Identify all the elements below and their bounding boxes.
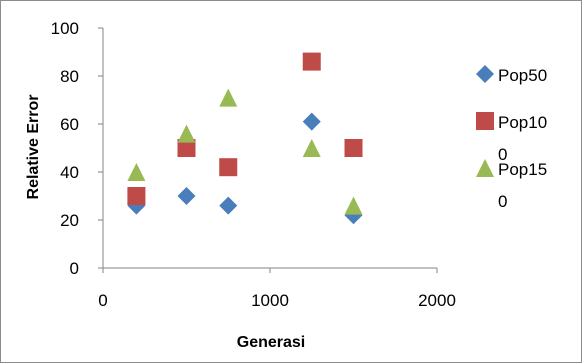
- point-pop100: [344, 139, 363, 157]
- legend-marker-pop50: [476, 65, 494, 83]
- point-pop100: [302, 52, 321, 71]
- point-pop100: [177, 139, 196, 157]
- y-axis-title: Relative Error: [25, 95, 42, 200]
- point-pop100: [219, 158, 238, 177]
- y-tick-label: 60: [60, 115, 79, 134]
- point-pop100: [127, 187, 146, 205]
- point-pop150: [177, 124, 196, 143]
- y-tick-label: 40: [60, 163, 79, 182]
- axes: [98, 27, 438, 273]
- x-tick-label: 2000: [418, 291, 456, 310]
- data-points: [127, 52, 363, 225]
- point-pop150: [302, 139, 321, 157]
- legend-label: 0: [498, 192, 507, 211]
- point-pop50: [177, 187, 196, 205]
- y-tick-label: 20: [60, 211, 79, 230]
- x-tick-labels: 0 1000 2000: [98, 291, 456, 310]
- legend-marker-pop150: [476, 159, 494, 177]
- y-tick-labels: 0 20 40 60 80 100: [51, 19, 79, 278]
- x-axis-title: Generasi: [237, 334, 305, 351]
- point-pop50: [219, 196, 238, 215]
- point-pop150: [127, 163, 146, 181]
- x-tick-label: 0: [98, 291, 107, 310]
- y-tick-label: 0: [70, 259, 79, 278]
- point-pop150: [219, 88, 238, 107]
- y-tick-label: 100: [51, 19, 79, 38]
- point-pop50: [302, 112, 321, 131]
- legend-label: Pop15: [498, 160, 547, 179]
- point-pop150: [344, 196, 363, 215]
- legend-label: Pop50: [498, 66, 547, 85]
- x-tick-label: 1000: [251, 291, 289, 310]
- legend-marker-pop100: [476, 112, 494, 130]
- legend-label: 0: [498, 145, 507, 164]
- legend-label: Pop10: [498, 113, 547, 132]
- y-tick-label: 80: [60, 67, 79, 86]
